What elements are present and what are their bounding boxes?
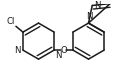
Text: N: N <box>86 12 92 21</box>
Text: N: N <box>94 1 100 10</box>
Text: Cl: Cl <box>6 17 15 26</box>
Text: O: O <box>60 46 67 55</box>
Text: N: N <box>55 51 61 60</box>
Text: N: N <box>14 46 21 55</box>
